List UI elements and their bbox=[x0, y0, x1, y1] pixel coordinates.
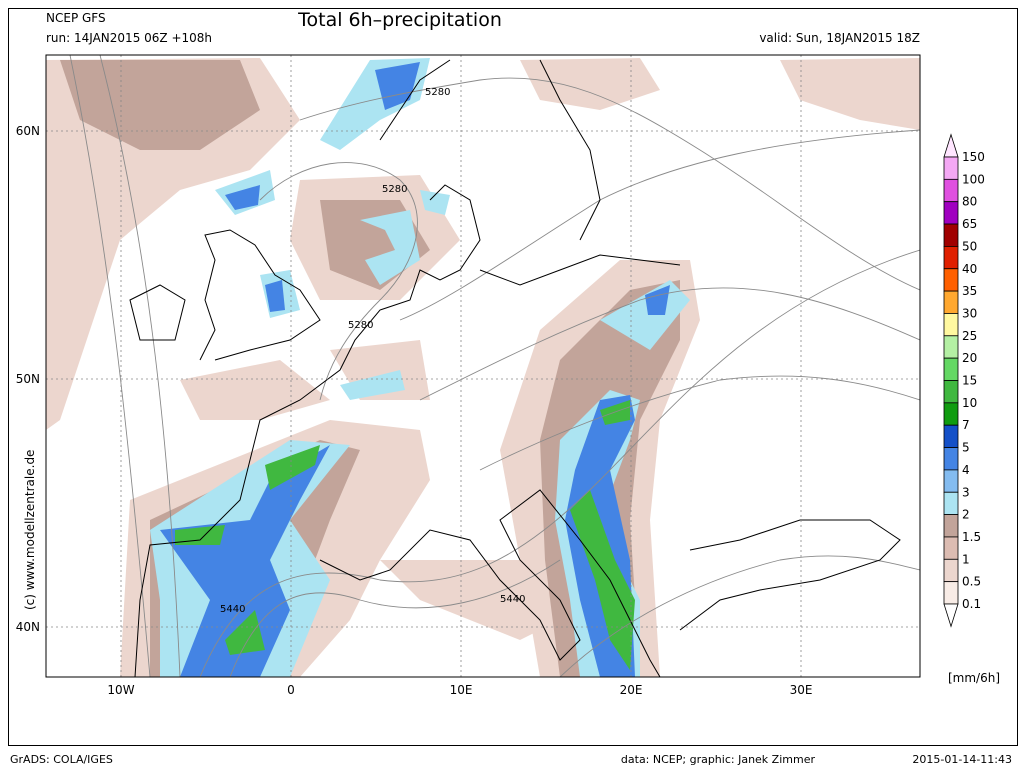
colorbar-box bbox=[943, 424, 959, 448]
colorbar-label: 35 bbox=[962, 284, 977, 298]
colorbar-box bbox=[943, 558, 959, 583]
colorbar-label: 30 bbox=[962, 306, 977, 320]
colorbar-label: 2 bbox=[962, 508, 970, 522]
contours bbox=[69, 55, 920, 677]
colorbar-label: 0.5 bbox=[962, 575, 981, 589]
colorbar-label: 50 bbox=[962, 239, 977, 253]
contour-label: 5280 bbox=[425, 87, 450, 98]
colorbar-label: 100 bbox=[962, 172, 985, 186]
colorbar-box bbox=[943, 402, 959, 426]
software-credit: GrADS: COLA/IGES bbox=[10, 753, 113, 766]
coastlines bbox=[129, 59, 901, 677]
run-info: run: 14JAN2015 06Z +108h bbox=[46, 31, 212, 45]
title: Total 6h–precipitation bbox=[297, 9, 502, 31]
colorbar-box bbox=[943, 491, 959, 516]
colorbar-box bbox=[943, 156, 959, 180]
colorbar-label: 20 bbox=[962, 351, 977, 365]
colorbar: 150 100 80 65 50 40 35 30 25 20 15 10 7 5 4 3 2 1.5 1 0.5 0.… bbox=[943, 133, 985, 628]
copyright: (c) www.modellzentrale.de bbox=[23, 450, 37, 610]
colorbar-label: 5 bbox=[962, 441, 970, 455]
colorbar-box bbox=[943, 536, 959, 560]
colorbar-label: 1.5 bbox=[962, 530, 981, 544]
map-border bbox=[45, 54, 921, 678]
colorbar-box bbox=[943, 514, 959, 538]
colorbar-box bbox=[943, 178, 959, 203]
graticule bbox=[46, 55, 920, 677]
colorbar-box bbox=[943, 201, 959, 225]
colorbar-unit: [mm/6h] bbox=[948, 671, 1000, 685]
contour-label: 5280 bbox=[348, 320, 373, 331]
colorbar-label: 80 bbox=[962, 195, 977, 209]
contour-label: 5280 bbox=[382, 184, 407, 195]
lon-label: 10W bbox=[107, 683, 134, 697]
colorbar-box bbox=[943, 581, 959, 605]
data-credit: data: NCEP; graphic: Janek Zimmer bbox=[621, 753, 816, 766]
colorbar-label: 15 bbox=[962, 374, 977, 388]
lon-label: 10E bbox=[450, 683, 473, 697]
lon-label: 20E bbox=[620, 683, 643, 697]
frame bbox=[8, 8, 1018, 746]
contour-label: 5440 bbox=[500, 594, 525, 605]
colorbar-label: 25 bbox=[962, 329, 977, 343]
colorbar-label: 3 bbox=[962, 485, 970, 499]
colorbar-cap bbox=[943, 133, 959, 158]
map-area: 5280 5280 5280 5440 5440 bbox=[46, 55, 920, 677]
lat-label: 60N bbox=[16, 124, 40, 138]
colorbar-box bbox=[943, 290, 959, 314]
colorbar-label: 65 bbox=[962, 217, 977, 231]
colorbar-label: 150 bbox=[962, 150, 985, 164]
lon-label: 0 bbox=[287, 683, 295, 697]
lat-label: 50N bbox=[16, 372, 40, 386]
colorbar-box bbox=[943, 357, 959, 381]
colorbar-label: 1 bbox=[962, 552, 970, 566]
precip-green bbox=[175, 400, 635, 670]
model-name: NCEP GFS bbox=[46, 11, 106, 25]
colorbar-label: 40 bbox=[962, 262, 977, 276]
colorbar-box bbox=[943, 447, 959, 471]
lat-label: 40N bbox=[16, 620, 40, 634]
colorbar-cap bbox=[943, 603, 959, 628]
colorbar-label: 4 bbox=[962, 463, 970, 477]
contour-label: 5440 bbox=[220, 604, 245, 615]
colorbar-box bbox=[943, 380, 959, 404]
colorbar-box bbox=[943, 223, 959, 247]
colorbar-label: 0.1 bbox=[962, 597, 981, 611]
timestamp: 2015-01-14-11:43 bbox=[912, 753, 1012, 766]
colorbar-label: 10 bbox=[962, 396, 977, 410]
colorbar-box bbox=[943, 245, 959, 270]
contour-labels: 5280 5280 5280 5440 5440 bbox=[220, 87, 525, 615]
lon-label: 30E bbox=[790, 683, 813, 697]
colorbar-label: 7 bbox=[962, 418, 970, 432]
valid-time: valid: Sun, 18JAN2015 18Z bbox=[759, 31, 920, 45]
colorbar-box bbox=[943, 268, 959, 292]
colorbar-box bbox=[943, 313, 959, 337]
colorbar-box bbox=[943, 335, 959, 359]
colorbar-box bbox=[943, 469, 959, 493]
